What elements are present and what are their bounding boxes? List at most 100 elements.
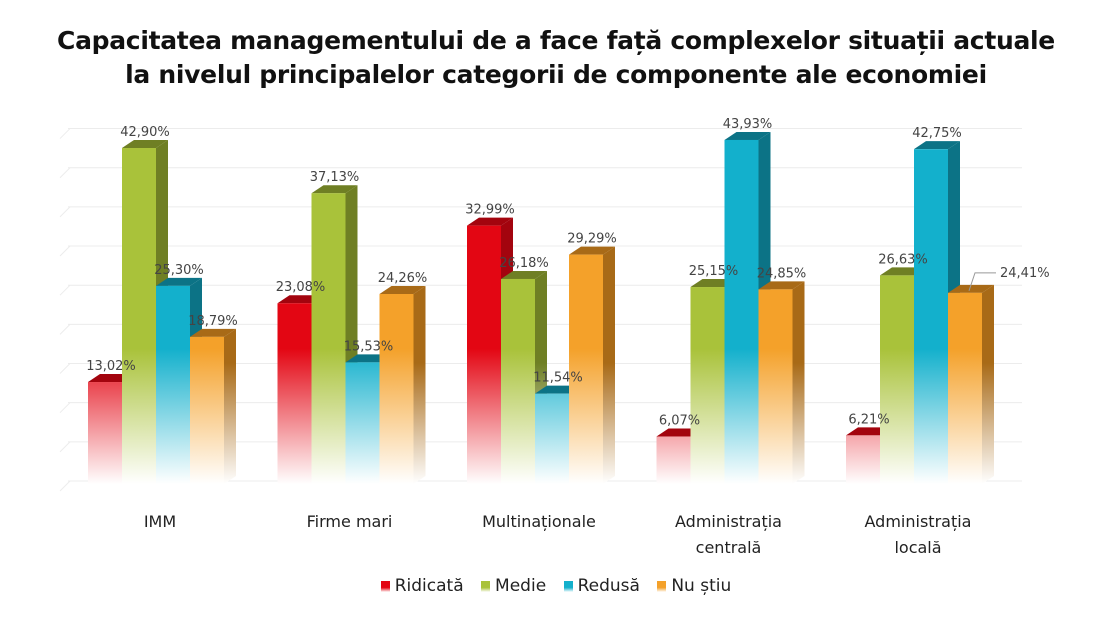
bars (88, 131, 994, 484)
data-label: 42,90% (120, 125, 170, 140)
gridline-depth (59, 245, 71, 257)
gridline-depth (59, 480, 71, 492)
data-label: 18,79% (188, 314, 238, 329)
gridline-depth (59, 441, 71, 453)
category-label: Administrația (865, 512, 972, 531)
bar-top (569, 246, 615, 255)
bar-front (88, 382, 122, 484)
data-label: 6,07% (659, 413, 700, 428)
data-label: 6,21% (848, 412, 889, 427)
legend-label: Nu știu (671, 576, 732, 596)
bar-top (758, 281, 805, 290)
category-label: centrală (696, 538, 762, 557)
bar-front (846, 435, 880, 484)
data-labels: 13,02% 42,90% 25,30% 18,79% 23,08% 37,13% 15,5… (86, 117, 1049, 429)
data-label: 26,63% (878, 252, 928, 267)
data-label: 29,29% (567, 232, 617, 247)
bar-side (982, 284, 994, 484)
bar (948, 284, 994, 484)
bar (190, 328, 236, 484)
bar-top (501, 270, 547, 279)
bar (311, 185, 358, 484)
data-label: 25,15% (689, 264, 739, 279)
legend-label: Redusă (577, 576, 640, 596)
gridline-depth (59, 402, 71, 414)
bar-front (724, 139, 759, 484)
chart-title: Capacitatea managementului de a face faț… (0, 24, 1112, 92)
legend-label: Medie (495, 576, 547, 596)
bar-front (311, 193, 346, 484)
bar-top (122, 140, 168, 149)
bar-top (467, 217, 513, 226)
bar-top (948, 284, 994, 293)
legend-item-medie: Medie (481, 576, 546, 596)
gridline-depth (59, 284, 71, 296)
bar-side (792, 281, 805, 484)
category-label: Multinaționale (482, 512, 596, 531)
legend: Ridicată Medie Redusă Nu știu (0, 576, 1112, 597)
data-label: 32,99% (465, 203, 515, 218)
bar (758, 281, 805, 484)
bar-front (277, 303, 312, 484)
data-label: 43,93% (723, 117, 773, 132)
category-label: Administrația (675, 512, 782, 531)
chart-title-line-2: la nivelul principalelor categorii de co… (125, 60, 987, 89)
bar-front (122, 148, 156, 484)
legend-item-nu-stiu: Nu știu (657, 576, 731, 596)
gridline-depth (59, 167, 71, 179)
bar-front (156, 285, 190, 484)
data-label: 15,53% (344, 339, 394, 354)
bar-top (724, 131, 771, 140)
category-label: IMM (144, 512, 176, 531)
bar (379, 285, 426, 484)
legend-swatch (563, 580, 573, 592)
data-label: 24,41% (1000, 266, 1050, 281)
gridline-depth (59, 363, 71, 374)
leader-line (968, 272, 996, 291)
bar-top (156, 277, 202, 286)
legend-label: Ridicată (394, 576, 464, 596)
data-label: 25,30% (154, 263, 204, 278)
legend-item-ridicata: Ridicată (380, 576, 464, 596)
bar (569, 246, 615, 484)
gridline-depth (59, 128, 71, 139)
data-label: 11,54% (533, 371, 583, 386)
bar-front (656, 436, 691, 484)
bar-front (535, 393, 569, 484)
legend-swatch (481, 580, 491, 592)
bar-top (914, 141, 960, 150)
bar (501, 270, 547, 484)
bar-front (345, 362, 380, 484)
bar-side (603, 246, 615, 484)
bar-front (758, 289, 793, 484)
bar-front (190, 336, 224, 484)
category-label: locală (894, 538, 941, 557)
data-label: 24,85% (757, 266, 807, 281)
legend-swatch (380, 580, 390, 592)
legend-item-redusa: Redusă (563, 576, 640, 596)
gridline-depth (59, 206, 71, 218)
bar-front (914, 149, 948, 484)
category-axis-labels: IMM Firme mari Multinaționale Administrația… (144, 512, 972, 557)
bar-front (379, 293, 414, 484)
data-label: 23,08% (276, 280, 326, 295)
bar-front (569, 254, 603, 484)
chart-title-line-1: Capacitatea managementului de a face faț… (57, 26, 1055, 55)
bar-front (948, 292, 982, 484)
data-label: 13,02% (86, 359, 136, 374)
bar-top (379, 285, 426, 294)
data-label: 26,18% (499, 256, 549, 271)
bar-front (467, 225, 501, 484)
bar-front (880, 275, 914, 484)
bar-front (501, 278, 535, 484)
gridline-depth (59, 324, 71, 335)
data-label: 24,26% (378, 271, 428, 286)
bar-front (690, 287, 725, 484)
bar-side (224, 328, 236, 484)
category-label: Firme mari (307, 512, 393, 531)
bar-side (413, 285, 426, 484)
bar-top (311, 185, 358, 194)
bar-top (190, 328, 236, 337)
data-label: 42,75% (912, 126, 962, 141)
